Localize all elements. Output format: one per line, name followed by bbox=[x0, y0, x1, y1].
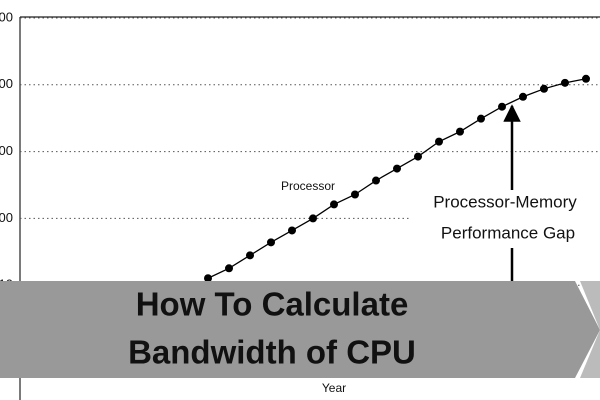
data-point bbox=[456, 127, 464, 136]
banner-shape bbox=[580, 281, 600, 330]
data-point bbox=[393, 164, 401, 173]
y-tick-label: 10000 bbox=[0, 76, 13, 91]
banner-shape bbox=[0, 281, 600, 378]
data-point bbox=[309, 214, 317, 223]
banner: How To Calculate Bandwidth of CPU bbox=[0, 281, 600, 378]
data-point bbox=[246, 251, 254, 260]
banner-title: Bandwidth of CPU bbox=[128, 334, 416, 371]
annotation: Processor-Memory bbox=[433, 192, 577, 211]
banner-shape bbox=[580, 330, 600, 378]
data-point bbox=[414, 152, 422, 161]
data-point bbox=[225, 264, 233, 273]
y-tick-label: 100000 bbox=[0, 9, 13, 24]
y-tick-label: 100 bbox=[0, 210, 13, 225]
data-point bbox=[519, 92, 527, 101]
data-point bbox=[435, 137, 443, 146]
annotation-bg bbox=[410, 190, 600, 248]
annotation: Performance Gap bbox=[441, 223, 575, 242]
banner-title: How To Calculate bbox=[136, 286, 409, 323]
data-point bbox=[540, 84, 548, 93]
plot-area: 10100100010000100000 bbox=[0, 9, 600, 400]
series-line bbox=[207, 78, 587, 279]
x-axis-label: Year bbox=[322, 381, 346, 395]
data-point bbox=[477, 114, 485, 123]
series-label: Processor bbox=[281, 179, 335, 193]
data-point bbox=[372, 176, 380, 185]
data-point bbox=[288, 226, 296, 235]
data-point bbox=[204, 274, 212, 283]
data-point bbox=[582, 74, 590, 83]
y-tick-label: 1000 bbox=[0, 143, 13, 158]
data-point bbox=[267, 238, 275, 247]
data-point bbox=[498, 102, 506, 111]
data-point bbox=[330, 200, 338, 209]
data-point bbox=[351, 190, 359, 199]
data-point bbox=[561, 78, 569, 87]
